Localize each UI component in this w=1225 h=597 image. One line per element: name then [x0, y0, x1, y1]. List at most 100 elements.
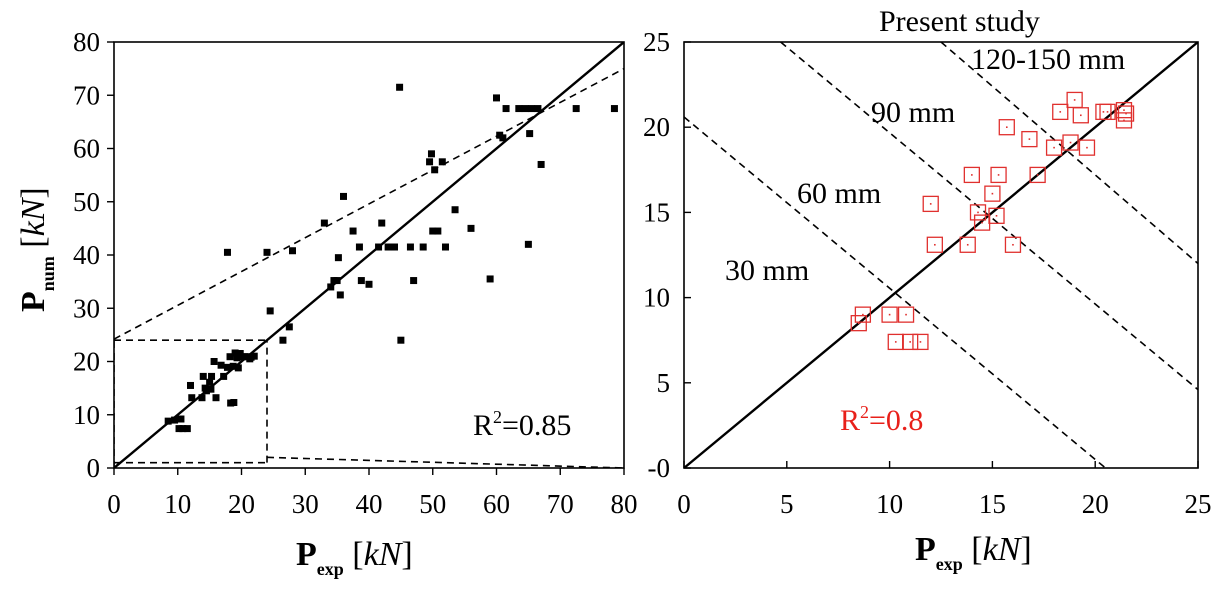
right-data-point-dot [995, 215, 998, 217]
left-data-point [199, 372, 207, 380]
left-data-point [521, 105, 529, 113]
right-data-point-dot [1080, 114, 1082, 117]
right-data-point-dot [1053, 146, 1055, 149]
right-data-point-box [1021, 130, 1038, 148]
left-data-point [226, 353, 234, 361]
right-data-point [1117, 105, 1135, 122]
right-data-point [897, 306, 915, 323]
right-data-point-dot [1106, 111, 1109, 113]
left-data-point [177, 415, 185, 423]
left-data-point [231, 349, 239, 357]
right-data-point-box [1072, 107, 1089, 124]
left-data-point [223, 363, 231, 371]
annotation-90mm: 90 mm [871, 96, 955, 129]
left-data-point [396, 83, 404, 91]
right-data-point-box [912, 333, 929, 351]
right-data-point [969, 204, 987, 221]
right-data-point-dot [1125, 112, 1127, 115]
left-data-point [207, 385, 215, 393]
left-data-point [572, 105, 580, 113]
right-x-tick-label: 25 [1185, 489, 1212, 519]
left-data-point [198, 394, 206, 402]
left-y-ticks: 0 10 20 30 40 50 60 70 80 [73, 27, 114, 483]
right-data-point [912, 333, 929, 351]
right-data-point-box [998, 119, 1015, 136]
right-data-point-dot [997, 174, 1000, 176]
left-data-point [442, 243, 449, 251]
left-solid-line-0 [114, 42, 624, 468]
left-y-tick-label: 40 [73, 240, 100, 270]
right-data-point [1115, 102, 1133, 119]
right-data-point [854, 306, 872, 323]
left-data-point [220, 372, 228, 380]
left-data-point [524, 240, 532, 248]
left-reference-lines [114, 42, 624, 468]
right-data-point-box [1004, 236, 1022, 253]
right-data-point-box [1078, 139, 1096, 156]
right-data-point-dot [1123, 109, 1125, 111]
right-data-point [1021, 130, 1038, 148]
left-data-point [334, 254, 342, 262]
right-dashed-line-1 [684, 116, 1106, 468]
right-data-point-dot [966, 243, 969, 246]
right-data-point [1062, 134, 1079, 151]
right-data-point [887, 333, 904, 351]
right-x-tick-label: 20 [1082, 489, 1109, 519]
right-y-tick-label: 20 [643, 112, 670, 142]
right-data-point [959, 236, 976, 253]
left-x-tick-label: 60 [483, 489, 510, 519]
left-y-tick-label: 70 [73, 80, 100, 110]
left-x-ticks: 0 10 20 30 40 50 60 70 80 [107, 468, 638, 519]
left-x-tick-label: 50 [419, 489, 446, 519]
left-data-point [233, 354, 241, 362]
right-y-tick-label: 15 [643, 197, 670, 227]
right-data-point [990, 166, 1007, 184]
left-data-point [349, 227, 357, 235]
left-data-point [208, 372, 216, 380]
left-chart: 0 10 20 30 40 50 60 70 80 0 10 20 30 40 50 60 70 80 R2=0… [15, 27, 638, 579]
right-data-point-box [969, 204, 987, 221]
left-data-point [210, 358, 218, 365]
left-data-point [289, 247, 296, 255]
right-data-point [1052, 103, 1069, 121]
left-data-point [171, 416, 179, 424]
left-data-point [534, 105, 542, 113]
right-data-point-dot [1028, 138, 1031, 140]
left-data-point [217, 361, 225, 369]
left-data-point [229, 362, 237, 370]
right-data-point-box [1029, 166, 1046, 184]
left-data-point [188, 394, 196, 402]
left-dashed-line-1 [114, 67, 624, 340]
left-x-tick-label: 0 [107, 489, 121, 519]
right-data-point [1004, 236, 1022, 253]
right-data-point-dot [1059, 111, 1062, 113]
left-data-point [336, 291, 344, 299]
left-data-point [164, 417, 172, 425]
right-data-point [1099, 103, 1116, 121]
left-data-point [397, 336, 405, 344]
left-data-point [230, 399, 238, 407]
right-data-point-box [902, 333, 919, 351]
right-x-tick-label: 5 [780, 489, 794, 519]
right-data-point [963, 166, 980, 184]
left-data-point [528, 105, 536, 113]
right-data-point [1045, 139, 1063, 156]
right-data-point-dot [1123, 119, 1125, 122]
right-data-point-box [959, 236, 976, 253]
left-x-tick-label: 20 [228, 489, 255, 519]
left-data-point [206, 378, 214, 386]
right-x-ticks: 0 5 10 15 20 25 [677, 461, 1212, 519]
right-data-point-box [1045, 139, 1063, 156]
right-data-point [902, 333, 919, 351]
left-data-point [467, 224, 475, 232]
right-data-point-box [988, 207, 1005, 224]
right-data-point-dot [1036, 174, 1039, 176]
right-data-point-dot [1069, 141, 1072, 144]
right-data-point-dot [934, 243, 936, 246]
right-data-point-box [1117, 105, 1135, 122]
left-data-point [250, 352, 258, 360]
left-data-point [410, 277, 418, 285]
right-data-point-dot [862, 313, 864, 316]
annotation-60mm: 60 mm [797, 177, 881, 210]
